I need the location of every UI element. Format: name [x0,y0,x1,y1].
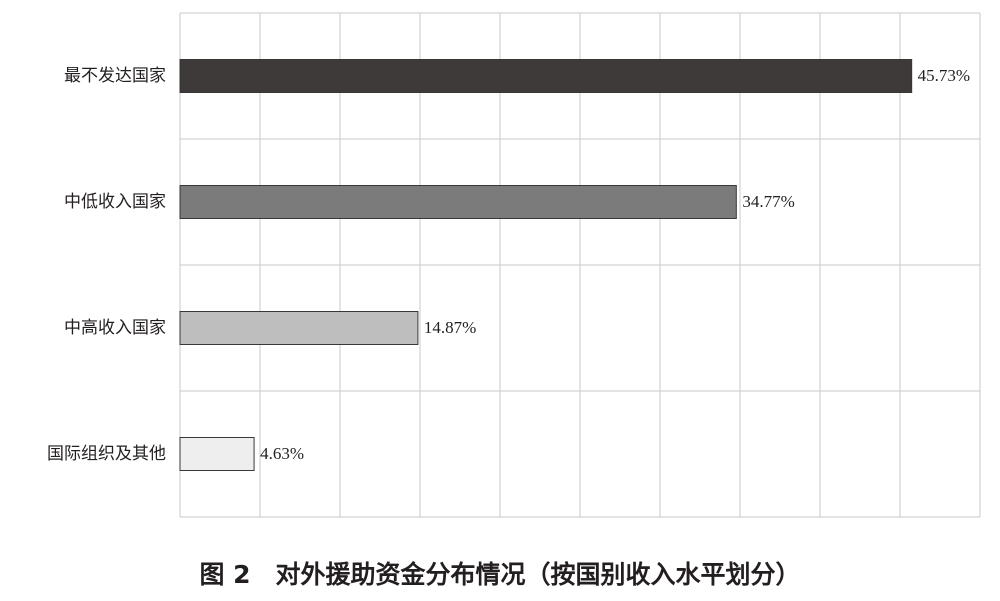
value-label: 4.63% [260,444,304,463]
y-tick-label: 中高收入国家 [64,318,166,337]
bar [179,437,255,471]
y-tick-label: 国际组织及其他 [47,444,166,463]
value-label: 14.87% [424,318,476,337]
bar [179,185,737,219]
value-label: 45.73% [918,66,970,85]
bar [179,59,913,93]
value-label: 34.77% [742,192,794,211]
y-tick-label: 中低收入国家 [64,192,166,211]
bar [179,311,419,345]
chart-title: 图 2 对外援助资金分布情况（按国别收入水平划分） [199,560,800,589]
y-tick-label: 最不发达国家 [64,66,166,85]
